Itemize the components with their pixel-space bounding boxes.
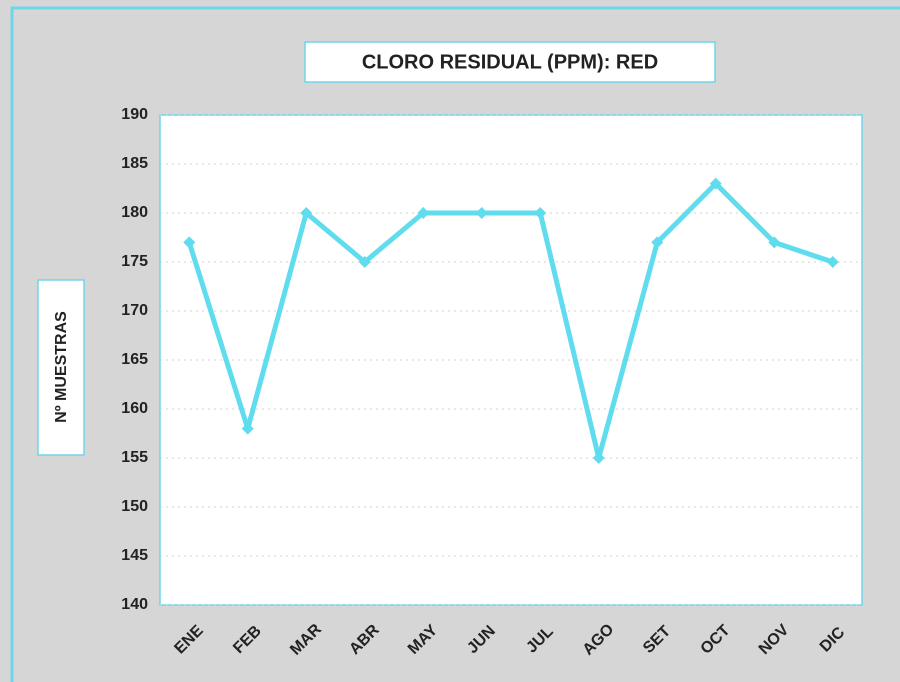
point <box>358 256 371 268</box>
y-tick-label: 150 <box>121 498 148 515</box>
plot-area <box>159 114 863 606</box>
point <box>183 236 196 249</box>
y-tick-label: 145 <box>121 547 148 564</box>
point <box>768 236 781 249</box>
y-tick-label: 180 <box>121 204 148 221</box>
point <box>709 177 722 190</box>
y-label-box <box>37 279 85 456</box>
y-tick-label: 155 <box>121 449 148 466</box>
y-tick-label: 165 <box>121 351 148 368</box>
y-tick-label: 185 <box>121 155 148 172</box>
frame <box>10 6 900 682</box>
point <box>241 422 254 435</box>
y-tick-label: 175 <box>121 253 148 270</box>
chart-title: CLORO RESIDUAL (PPM): RED <box>362 51 658 73</box>
point <box>475 207 488 219</box>
line <box>186 181 834 461</box>
point <box>651 236 664 249</box>
title-box <box>304 41 716 83</box>
y-tick-label: 170 <box>121 302 148 319</box>
point <box>826 256 839 268</box>
point <box>592 452 605 464</box>
y-tick-label: 190 <box>121 106 148 123</box>
point <box>417 207 430 219</box>
y-axis-label: Nº MUESTRAS <box>53 311 70 423</box>
y-tick-label: 140 <box>121 596 148 613</box>
point <box>534 207 547 219</box>
y-tick-label: 160 <box>121 400 148 417</box>
point <box>300 207 313 219</box>
